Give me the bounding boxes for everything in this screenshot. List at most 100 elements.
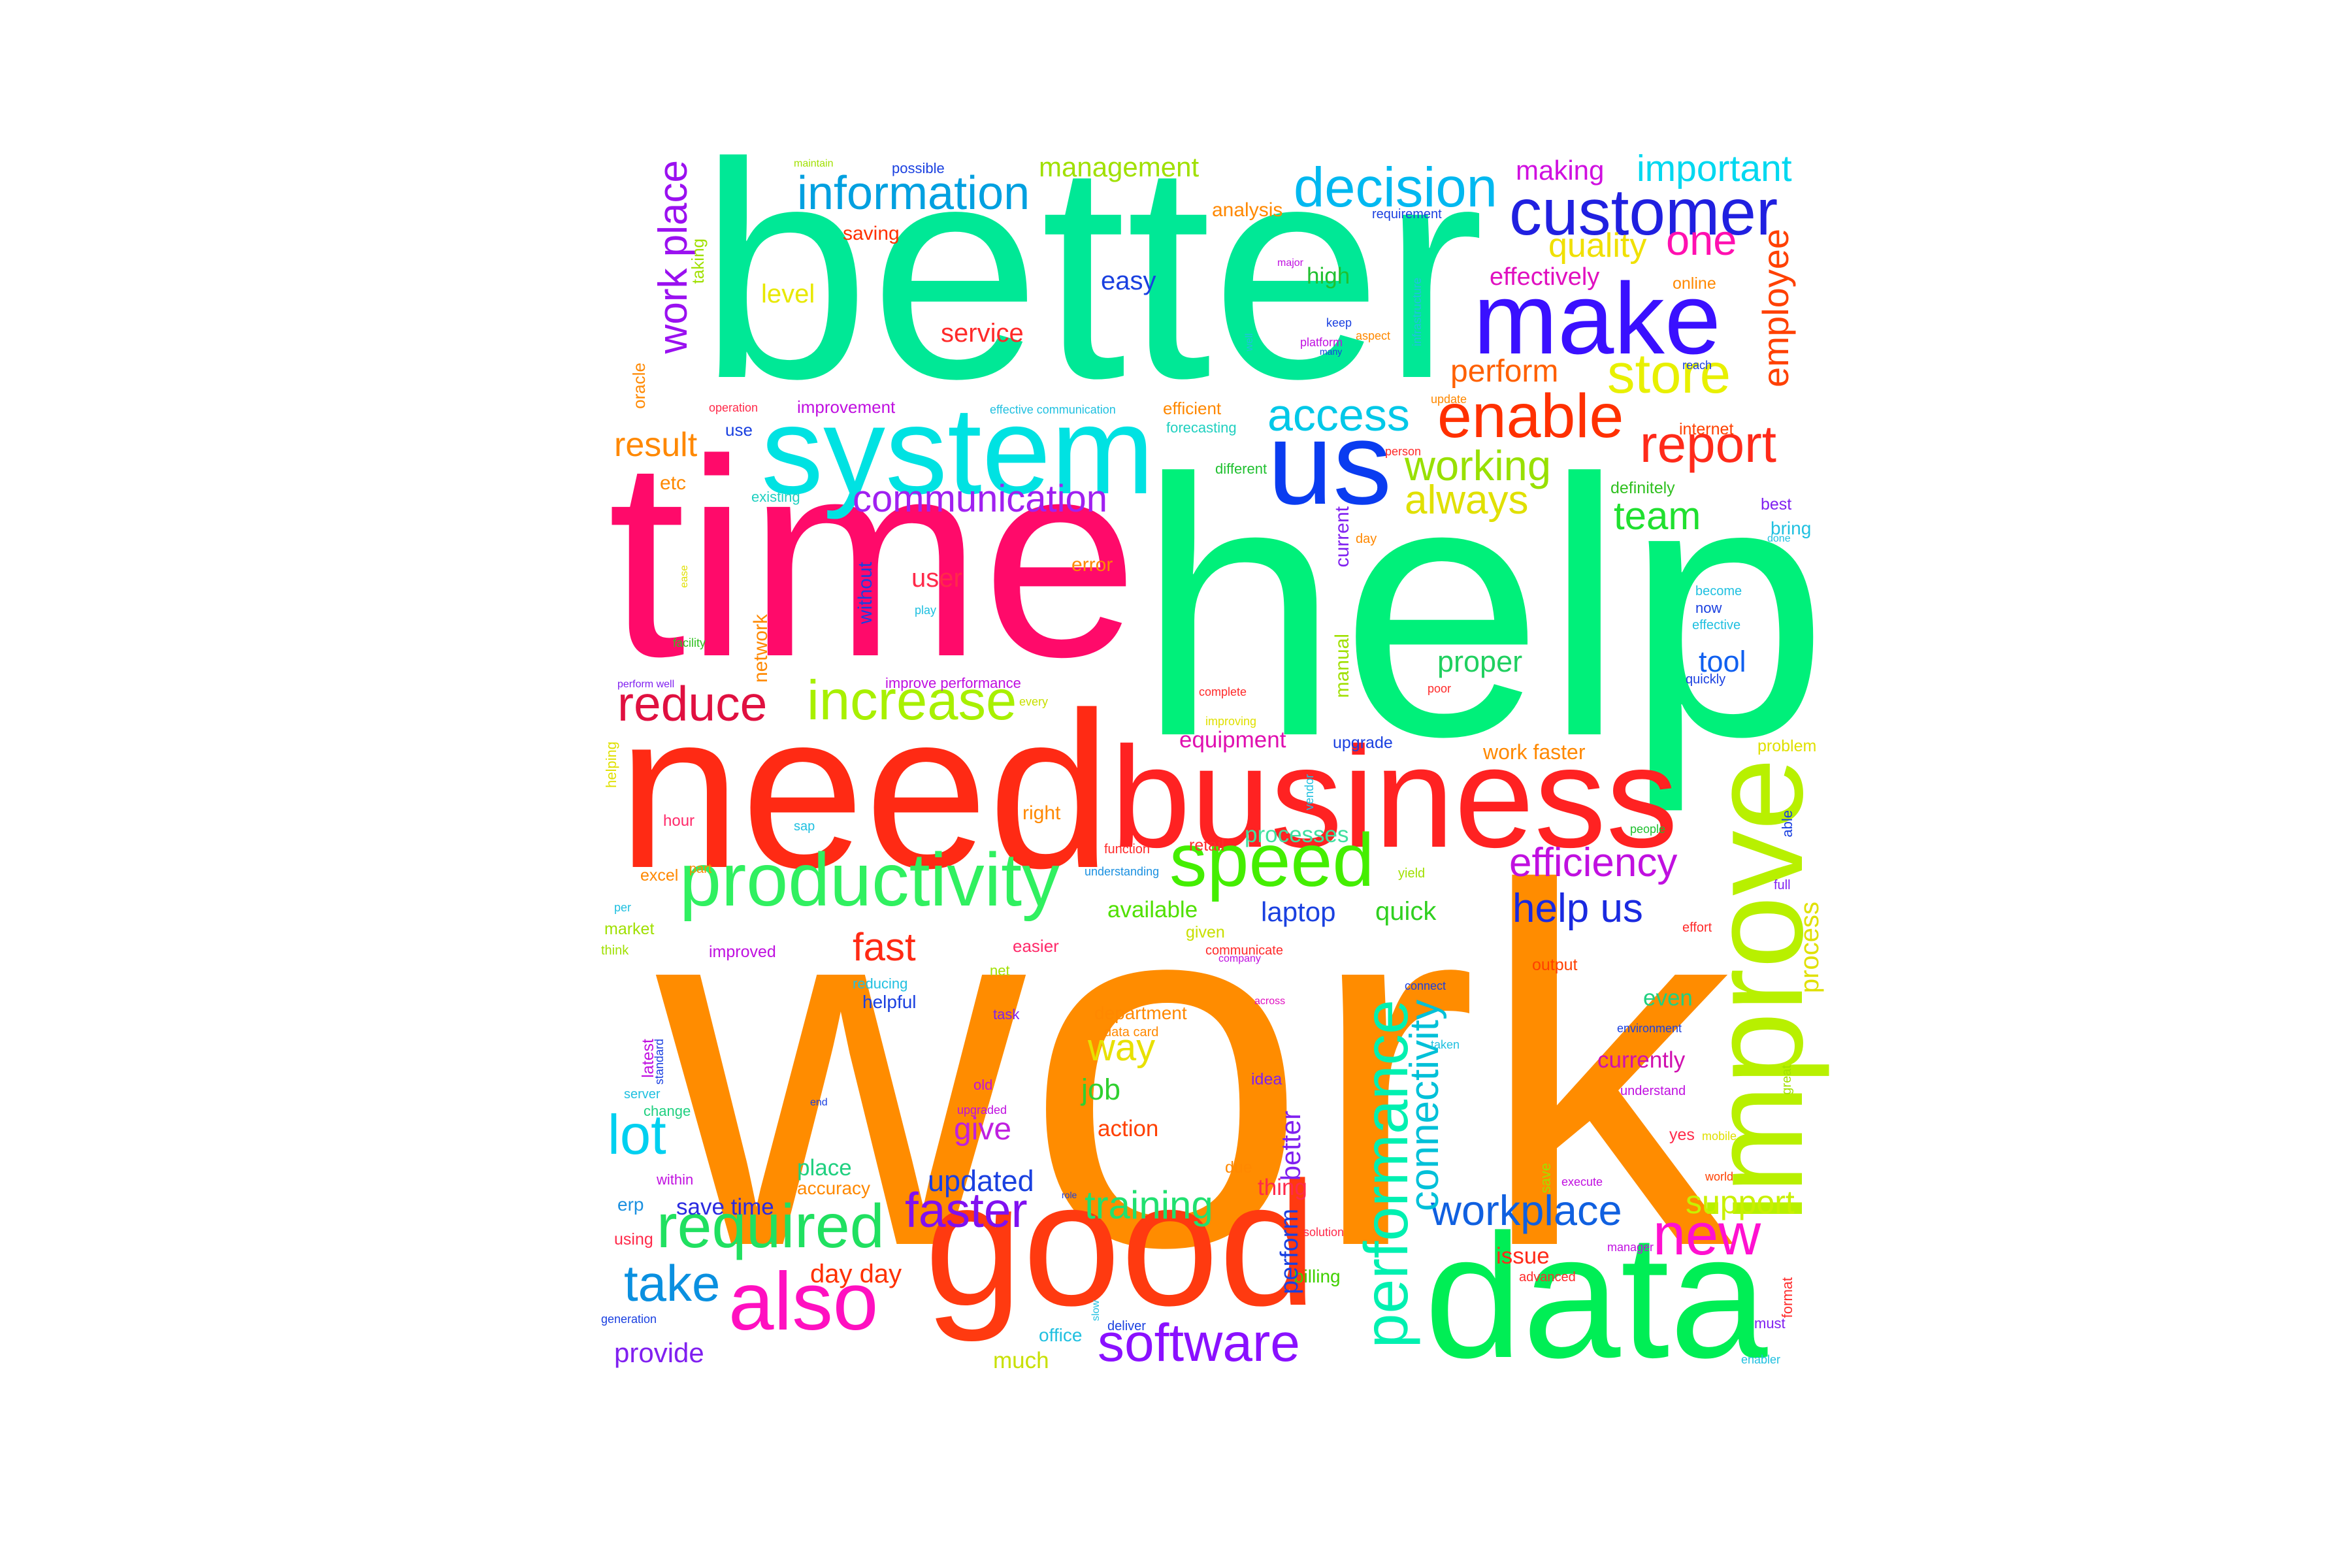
word-quick: quick: [1375, 897, 1437, 926]
word-need: need: [617, 666, 1112, 915]
word-fast: fast: [853, 925, 916, 969]
word-change: change: [644, 1103, 691, 1119]
word-able: able: [1779, 810, 1795, 838]
word-sap: sap: [794, 819, 815, 834]
word-become: become: [1695, 584, 1742, 598]
word-perform-well: perform well: [617, 679, 675, 690]
word-task: task: [993, 1006, 1020, 1022]
word-server: server: [624, 1087, 661, 1102]
word-forecasting: forecasting: [1166, 419, 1237, 436]
word-quickly: quickly: [1686, 672, 1726, 687]
word-idea: idea: [1251, 1070, 1282, 1088]
word-update: update: [1431, 393, 1467, 406]
word-bring: bring: [1771, 518, 1812, 538]
word-role: role: [1062, 1190, 1077, 1200]
word-vendor: vendor: [1303, 774, 1316, 811]
word-end: end: [810, 1097, 828, 1108]
word-management: management: [1039, 152, 1200, 182]
word-much: much: [993, 1348, 1049, 1373]
word-manual: manual: [1331, 634, 1353, 698]
word-time: time: [608, 402, 1139, 715]
word-even: even: [1643, 985, 1693, 1011]
word-saving: saving: [843, 223, 900, 244]
word-many: many: [1320, 346, 1343, 357]
word-perform: perform: [1450, 354, 1559, 389]
word-save: save: [1537, 1163, 1554, 1194]
word-existing: existing: [751, 489, 800, 505]
word-problem: problem: [1757, 737, 1817, 755]
word-standard: standard: [653, 1039, 666, 1085]
word-without: without: [855, 562, 876, 625]
word-generation: generation: [601, 1313, 657, 1326]
word-effective-communication: effective communication: [990, 403, 1116, 416]
word-connect: connect: [1405, 979, 1446, 992]
word-part: part: [689, 862, 712, 876]
word-important: important: [1637, 148, 1792, 189]
word-communicate: communicate: [1205, 943, 1283, 958]
word-day-day: day day: [810, 1260, 902, 1288]
word-hour: hour: [663, 812, 695, 830]
word-support: support: [1686, 1184, 1795, 1220]
word-think: think: [601, 943, 629, 958]
word-understanding: understanding: [1085, 865, 1160, 878]
word-working: working: [1405, 442, 1551, 489]
word-within: within: [657, 1171, 694, 1188]
word-save-time: save time: [676, 1194, 774, 1220]
word-always: always: [1405, 478, 1529, 523]
word-help-us: help us: [1512, 886, 1643, 931]
word-helping: helping: [603, 742, 619, 788]
word-reduce: reduce: [617, 676, 768, 731]
word-improved: improved: [709, 943, 776, 961]
word-great: great: [1780, 1065, 1794, 1095]
word-better: better: [699, 99, 1484, 442]
word-now: now: [1695, 600, 1722, 616]
word-level: level: [761, 280, 815, 308]
word-retail: retail: [1189, 836, 1225, 855]
word-effectively: effectively: [1490, 263, 1600, 291]
word-output: output: [1532, 956, 1578, 974]
word-poor: poor: [1428, 682, 1452, 695]
word-due: due: [1225, 1158, 1252, 1177]
word-definitely: definitely: [1610, 479, 1675, 497]
word-done: done: [1767, 533, 1791, 544]
word-processes: processes: [1245, 822, 1349, 847]
word-employee: employee: [1755, 229, 1796, 387]
word-place: place: [797, 1155, 852, 1181]
word-issue: issue: [1496, 1243, 1550, 1269]
word-equipment: equipment: [1179, 727, 1286, 753]
word-easy: easy: [1101, 267, 1156, 295]
word-facility: facility: [673, 636, 706, 649]
word-give: give: [954, 1112, 1012, 1147]
word-process: process: [1795, 902, 1824, 994]
word-net: net: [990, 962, 1010, 979]
word-increase: increase: [807, 670, 1017, 732]
word-network: network: [750, 614, 772, 683]
word-making: making: [1516, 155, 1605, 186]
word-report: report: [1640, 415, 1776, 473]
word-speed: speed: [1169, 819, 1375, 902]
word-connectivity: connectivity: [1402, 1000, 1447, 1211]
word-requirement: requirement: [1372, 207, 1442, 221]
word-thing: thing: [1258, 1175, 1307, 1200]
word-analysis: analysis: [1212, 199, 1283, 221]
word-maintain: maintain: [794, 158, 834, 169]
word-data-card: data card: [1104, 1025, 1159, 1039]
word-enable: enable: [1437, 382, 1624, 451]
word-well: well: [1244, 333, 1255, 351]
word-accuracy: accuracy: [797, 1178, 871, 1198]
word-upgraded: upgraded: [957, 1103, 1007, 1117]
word-error: error: [1071, 554, 1113, 576]
word-effective: effective: [1692, 618, 1741, 632]
word-oracle: oracle: [629, 363, 649, 409]
word-improvement: improvement: [797, 397, 896, 417]
word-department: department: [1094, 1003, 1187, 1023]
word-possible: possible: [892, 160, 945, 176]
word-service: service: [941, 319, 1024, 348]
word-advanced: advanced: [1519, 1270, 1576, 1284]
word-software: software: [1098, 1313, 1300, 1373]
word-full: full: [1774, 878, 1791, 892]
word-complete: complete: [1199, 685, 1247, 698]
word-reducing: reducing: [853, 975, 908, 992]
word-online: online: [1673, 274, 1716, 293]
